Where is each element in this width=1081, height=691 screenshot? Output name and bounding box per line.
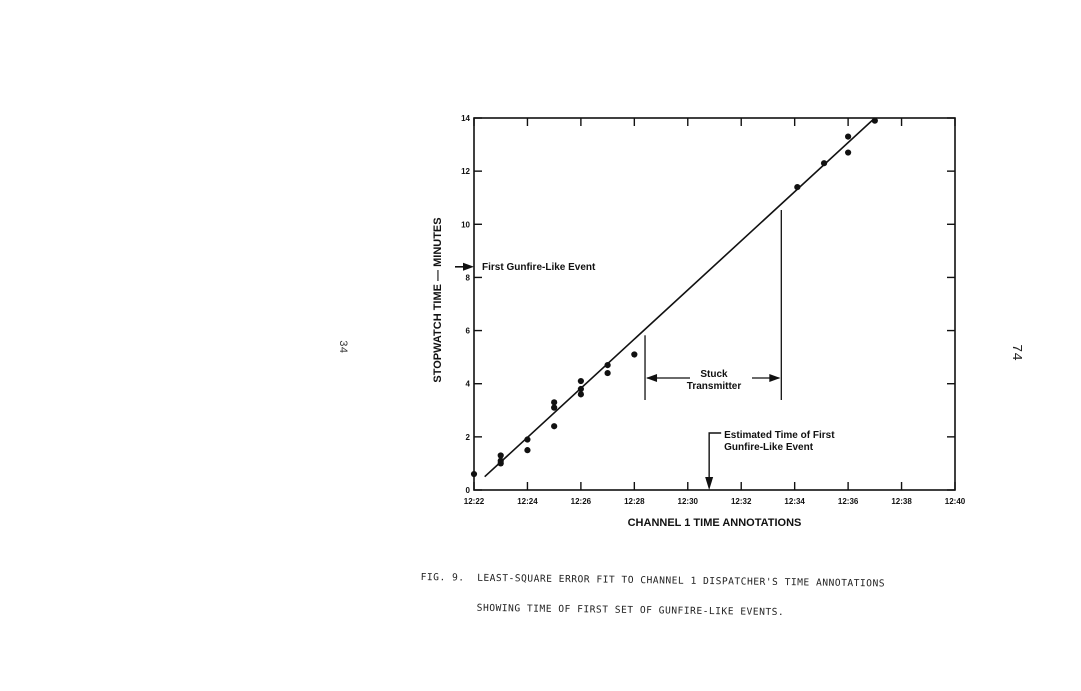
- data-point: [604, 362, 611, 369]
- estimated-time-label-line2: Gunfire-Like Event: [724, 442, 814, 453]
- data-point: [577, 377, 584, 385]
- x-tick-label: 12:28: [624, 497, 645, 506]
- estimated-time-leader: [708, 432, 722, 478]
- data-point: [470, 470, 478, 478]
- x-tick-label: 12:22: [464, 497, 485, 506]
- x-tick-label: 12:40: [945, 497, 966, 506]
- y-tick-label: 2: [466, 433, 471, 442]
- y-tick-label: 8: [466, 273, 471, 282]
- first-event-arrow-head: [463, 262, 474, 271]
- estimated-time-arrow-head: [705, 477, 714, 490]
- stuck-arrow-right-head: [769, 374, 781, 382]
- first-event-label: First Gunfire-Like Event: [482, 262, 596, 273]
- page-number-left: 34: [336, 340, 348, 354]
- data-point: [551, 423, 558, 430]
- data-point: [577, 385, 584, 393]
- page-number-right: 74: [1008, 344, 1024, 361]
- y-tick-label: 0: [466, 486, 471, 495]
- x-tick-label: 12:24: [517, 497, 538, 506]
- data-point: [524, 436, 531, 443]
- data-point: [577, 391, 584, 398]
- figure-caption: FIG. 9. LEAST-SQUARE ERROR FIT TO CHANNE…: [420, 553, 886, 629]
- data-point: [631, 351, 638, 358]
- data-points: [470, 117, 878, 478]
- data-point: [497, 460, 504, 467]
- axis-ticks: 12:22 12:24 12:26 12:28 12:30 12:32 12:34 12:36…: [461, 114, 966, 506]
- stuck-arrow-left-head: [646, 374, 658, 382]
- x-tick-label: 12:38: [891, 497, 912, 506]
- x-tick-label: 12:36: [838, 497, 859, 506]
- x-tick-label: 12:32: [731, 497, 752, 506]
- data-point: [604, 369, 611, 377]
- data-point: [871, 117, 878, 124]
- data-point: [820, 160, 828, 167]
- x-tick-label: 12:30: [678, 497, 699, 506]
- data-point: [551, 399, 558, 406]
- data-point: [497, 452, 504, 459]
- plot-frame: [473, 117, 956, 491]
- caption-line-1: FIG. 9. LEAST-SQUARE ERROR FIT TO CHANNE…: [420, 571, 886, 590]
- y-tick-label: 6: [466, 327, 471, 336]
- data-point: [551, 404, 558, 411]
- caption-line-2: SHOWING TIME OF FIRST SET OF GUNFIRE-LIK…: [420, 601, 785, 619]
- estimated-time-label-line1: Estimated Time of First: [724, 430, 835, 441]
- y-tick-label: 10: [461, 220, 470, 229]
- plot-axes: [473, 117, 956, 491]
- annotations: First Gunfire-Like Event Stuck Transmitt…: [455, 209, 835, 490]
- fit-line: [484, 117, 876, 478]
- y-tick-label: 12: [461, 167, 470, 176]
- x-tick-label: 12:34: [784, 497, 805, 506]
- y-tick-label: 4: [466, 380, 471, 389]
- data-point: [845, 133, 852, 140]
- data-point: [794, 183, 801, 191]
- fit-line-group: [484, 117, 876, 478]
- data-point: [845, 149, 852, 156]
- stuck-label-line2: Transmitter: [687, 381, 742, 392]
- x-axis-title: CHANNEL 1 TIME ANNOTATIONS: [628, 517, 802, 529]
- stuck-label-line1: Stuck: [700, 369, 728, 380]
- y-tick-label: 14: [461, 114, 470, 123]
- x-tick-label: 12:26: [571, 497, 592, 506]
- y-axis-title: STOPWATCH TIME — MINUTES: [432, 217, 444, 382]
- data-point: [524, 447, 531, 454]
